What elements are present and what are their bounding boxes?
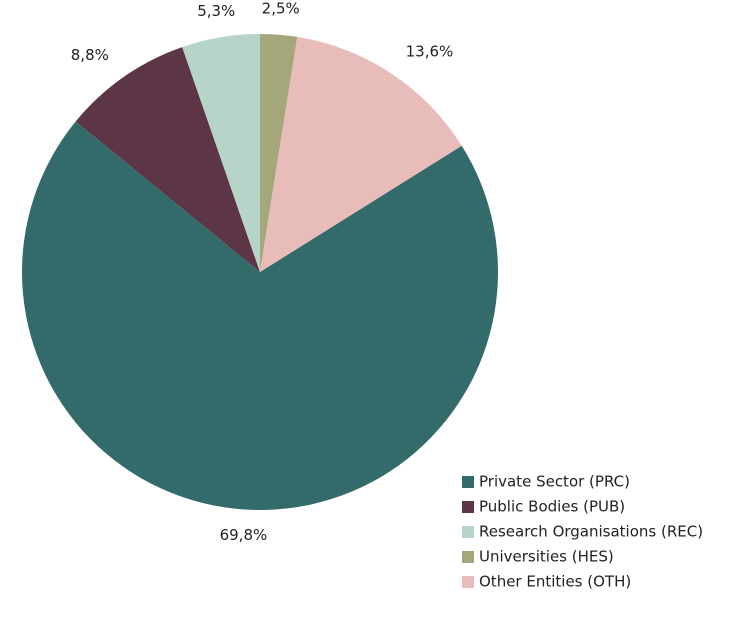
legend-label: Public Bodies (PUB) xyxy=(479,498,625,516)
data-label: 13,6% xyxy=(406,42,454,60)
legend-label: Research Organisations (REC) xyxy=(479,523,703,541)
data-label: 69,8% xyxy=(220,526,268,544)
pie-slice xyxy=(22,121,499,510)
data-label: 8,8% xyxy=(71,46,109,64)
legend-swatch xyxy=(462,576,474,588)
legend-label: Private Sector (PRC) xyxy=(479,473,630,491)
pie-slice xyxy=(260,36,462,272)
legend-label: Universities (HES) xyxy=(479,548,614,566)
legend-label: Other Entities (OTH) xyxy=(479,573,631,591)
data-label: 2,5% xyxy=(262,0,300,17)
legend-swatch xyxy=(462,551,474,563)
pie-slice xyxy=(260,34,298,272)
pie-slice xyxy=(75,47,260,273)
legend-swatch xyxy=(462,501,474,513)
data-label: 5,3% xyxy=(197,2,235,20)
pie-slice xyxy=(182,34,260,272)
legend-swatch xyxy=(462,526,474,538)
legend-swatch xyxy=(462,476,474,488)
